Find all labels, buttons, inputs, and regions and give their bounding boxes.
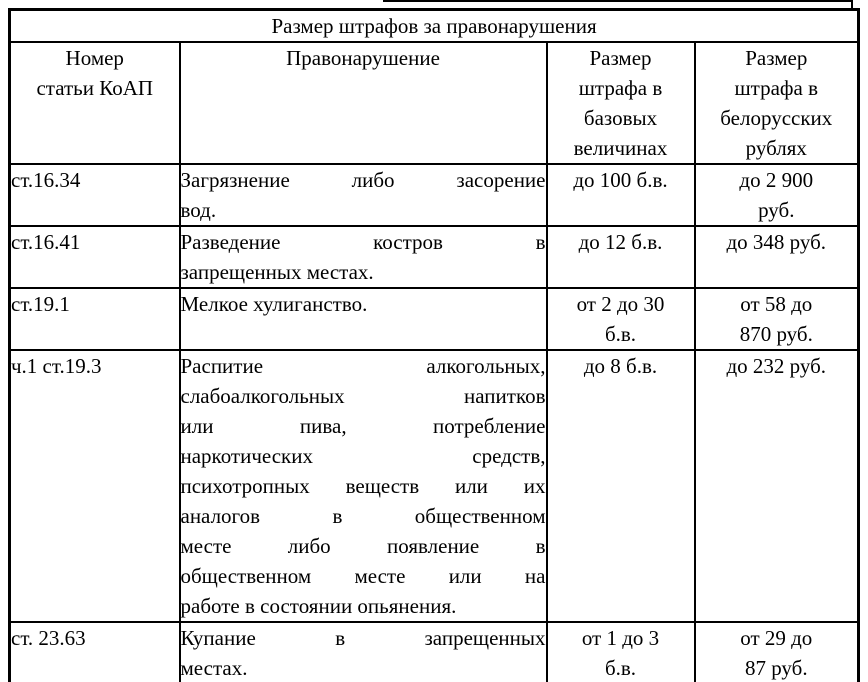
table-row: ст. 23.63 Купание в запрещенных местах. о… (8, 621, 860, 682)
fine-rubles-cell: до 348 руб. (693, 225, 860, 289)
table-header-row: Номер статьи КоАП Правонарушение Размер шт… (8, 41, 860, 165)
header-article-number: Номер статьи КоАП (8, 41, 181, 165)
violation-cell: Загрязнение либо засорение вод. (178, 163, 548, 227)
crop-artifact-horizontal-line (383, 0, 853, 2)
fine-base-units-cell: от 2 до 30 б.в. (545, 287, 696, 351)
fines-table: Размер штрафов за правонарушения Номер ст… (8, 8, 861, 682)
header-fine-base-units: Размер штрафа в базовых величинах (545, 41, 696, 165)
crop-artifact-vertical-line (851, 0, 853, 10)
header-fine-rubles: Размер штрафа в белорусских рублях (693, 41, 860, 165)
fine-base-units-cell: до 12 б.в. (545, 225, 696, 289)
fine-rubles-cell: от 58 до 870 руб. (693, 287, 860, 351)
violation-cell: Купание в запрещенных местах. (178, 621, 548, 682)
violation-cell: Распитие алкогольных, слабоалкогольных на… (178, 349, 548, 623)
fine-rubles-cell: до 232 руб. (693, 349, 860, 623)
fine-base-units-cell: до 8 б.в. (545, 349, 696, 623)
article-cell: ст.16.41 (8, 225, 181, 289)
article-cell: ст.16.34 (8, 163, 181, 227)
article-cell: ст.19.1 (8, 287, 181, 351)
violation-cell: Мелкое хулиганство. (178, 287, 548, 351)
fine-rubles-cell: от 29 до 87 руб. (693, 621, 860, 682)
fine-base-units-cell: до 100 б.в. (545, 163, 696, 227)
table-row: ст.16.41 Разведение костров в запрещенных… (8, 225, 860, 289)
table-title-row: Размер штрафов за правонарушения (8, 8, 860, 43)
violation-cell: Разведение костров в запрещенных местах. (178, 225, 548, 289)
header-violation: Правонарушение (178, 41, 548, 165)
table-row: ст.19.1 Мелкое хулиганство. от 2 до 30 б.… (8, 287, 860, 351)
table-row: ч.1 ст.19.3 Распитие алкогольных, слабоал… (8, 349, 860, 623)
table-title: Размер штрафов за правонарушения (8, 8, 860, 43)
fine-rubles-cell: до 2 900 руб. (693, 163, 860, 227)
article-cell: ч.1 ст.19.3 (8, 349, 181, 623)
fine-base-units-cell: от 1 до 3 б.в. (545, 621, 696, 682)
table-row: ст.16.34 Загрязнение либо засорение вод. … (8, 163, 860, 227)
article-cell: ст. 23.63 (8, 621, 181, 682)
